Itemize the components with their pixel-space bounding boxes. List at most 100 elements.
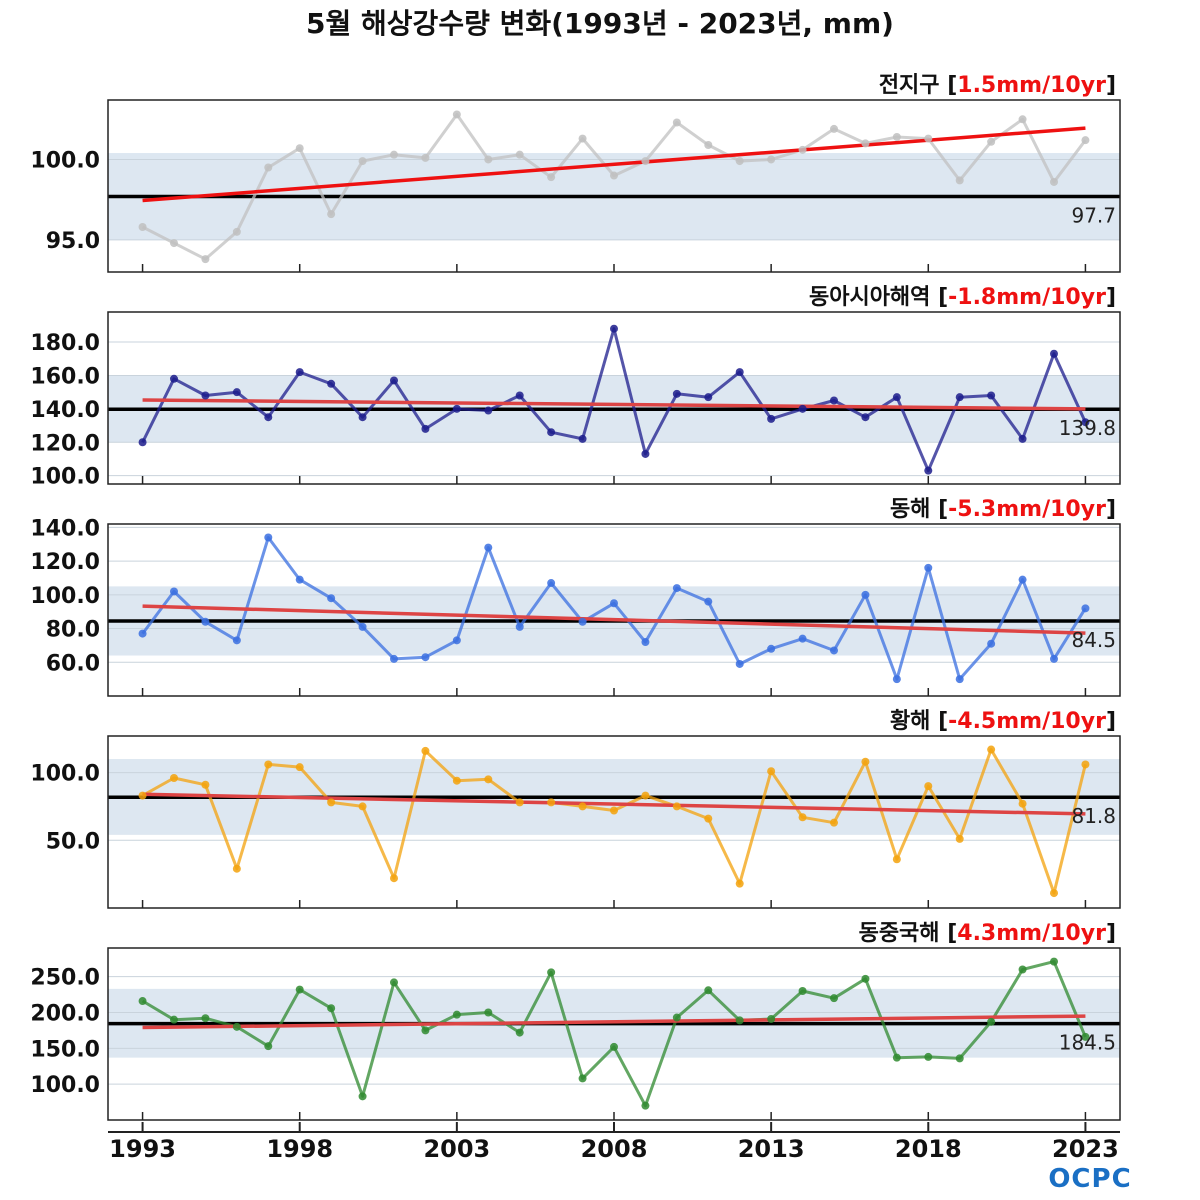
data-point bbox=[201, 780, 210, 789]
data-point bbox=[641, 449, 650, 458]
data-point bbox=[327, 1004, 336, 1013]
x-tick-label: 2023 bbox=[1052, 1135, 1119, 1163]
data-point bbox=[610, 599, 618, 608]
data-point bbox=[610, 806, 618, 815]
data-point bbox=[987, 137, 996, 146]
data-point bbox=[767, 414, 776, 423]
trend-value: -4.5mm/10yr bbox=[948, 709, 1106, 734]
data-point bbox=[578, 1074, 587, 1083]
panel-4: 100.0 150.0 200.0 250.0 184.5 동중국해 [4.3mm/10y… bbox=[30, 921, 1121, 1121]
data-point bbox=[767, 1014, 776, 1023]
data-point bbox=[798, 634, 807, 643]
data-point bbox=[955, 393, 964, 402]
data-point bbox=[735, 157, 744, 166]
data-point bbox=[704, 986, 713, 995]
data-point bbox=[861, 139, 870, 148]
bracket-open: [ bbox=[940, 921, 958, 946]
bracket-open: [ bbox=[940, 73, 958, 98]
x-tick-label: 2003 bbox=[423, 1135, 490, 1163]
x-tick-label: 1993 bbox=[109, 1135, 176, 1163]
data-point bbox=[264, 760, 273, 769]
data-point bbox=[672, 1013, 681, 1022]
data-point bbox=[955, 834, 964, 843]
data-point bbox=[358, 413, 367, 422]
data-point bbox=[861, 974, 870, 983]
data-point bbox=[547, 173, 556, 182]
data-point bbox=[264, 533, 273, 542]
data-point bbox=[1081, 418, 1090, 427]
data-point bbox=[610, 324, 618, 333]
data-point bbox=[892, 393, 901, 402]
data-point bbox=[924, 782, 933, 791]
trend-value: 4.3mm/10yr bbox=[957, 921, 1106, 946]
data-point bbox=[767, 644, 776, 653]
data-point bbox=[1018, 115, 1027, 124]
data-point bbox=[672, 389, 681, 398]
data-point bbox=[798, 145, 807, 154]
data-point bbox=[892, 132, 901, 141]
data-point bbox=[924, 1052, 933, 1061]
data-point bbox=[358, 802, 367, 811]
mean-value-label: 97.7 bbox=[1071, 203, 1116, 227]
x-tick-label: 2018 bbox=[895, 1135, 962, 1163]
trend-line bbox=[142, 792, 1086, 816]
mean-value-label: 84.5 bbox=[1071, 628, 1116, 652]
data-point bbox=[610, 171, 618, 180]
data-point bbox=[452, 636, 461, 645]
data-point bbox=[264, 413, 273, 422]
data-point bbox=[1050, 177, 1058, 186]
data-point bbox=[578, 617, 587, 626]
y-tick-label: 140.0 bbox=[30, 516, 100, 541]
data-point bbox=[170, 374, 178, 383]
y-tick-label: 120.0 bbox=[30, 431, 100, 456]
y-tick-label: 60.0 bbox=[46, 651, 100, 676]
data-point bbox=[767, 767, 776, 776]
data-point bbox=[892, 675, 901, 684]
panel-0: 95.0 100.0 97.7 전지구 [1.5mm/10yr] bbox=[30, 73, 1121, 273]
bracket-close: ] bbox=[1106, 73, 1116, 98]
data-point bbox=[704, 597, 713, 606]
data-point bbox=[1081, 760, 1090, 769]
data-point bbox=[1050, 654, 1058, 663]
data-point bbox=[955, 1054, 964, 1063]
x-tick-label: 2008 bbox=[581, 1135, 648, 1163]
data-point bbox=[201, 391, 210, 400]
panel-2: 60.0 80.0 100.0 120.0 140.0 84.5 동해 [-5.3mm/10… bbox=[30, 497, 1121, 697]
y-tick-label: 150.0 bbox=[30, 1037, 100, 1062]
data-point bbox=[484, 155, 493, 164]
data-point bbox=[1018, 965, 1027, 974]
y-tick-label: 140.0 bbox=[30, 398, 100, 423]
data-point bbox=[452, 776, 461, 785]
data-point bbox=[295, 985, 304, 994]
data-point bbox=[798, 987, 807, 995]
data-point bbox=[452, 110, 461, 119]
data-point bbox=[484, 543, 493, 552]
data-point bbox=[955, 176, 964, 185]
trend-value: -1.8mm/10yr bbox=[948, 285, 1106, 310]
data-point bbox=[892, 1053, 901, 1062]
data-point bbox=[1081, 136, 1090, 145]
data-point bbox=[987, 639, 996, 648]
y-tick-label: 95.0 bbox=[46, 229, 100, 254]
data-point bbox=[327, 594, 336, 603]
data-point bbox=[421, 746, 430, 755]
data-point bbox=[515, 798, 524, 807]
bracket-close: ] bbox=[1106, 497, 1116, 522]
data-point bbox=[830, 124, 838, 133]
data-point bbox=[232, 636, 241, 645]
data-point bbox=[924, 466, 933, 475]
x-tick-label: 1998 bbox=[266, 1135, 333, 1163]
data-point bbox=[390, 654, 398, 663]
data-point bbox=[421, 153, 430, 162]
data-point bbox=[704, 141, 713, 150]
trend-line bbox=[142, 604, 1086, 635]
data-point bbox=[295, 763, 304, 772]
mean-value-label: 81.8 bbox=[1071, 804, 1116, 828]
data-point bbox=[1018, 799, 1027, 808]
y-tick-label: 180.0 bbox=[30, 331, 100, 356]
data-point bbox=[515, 1028, 524, 1037]
panel-1: 100.0 120.0 140.0 160.0 180.0 139.8 동아시아해역 [-1… bbox=[30, 285, 1121, 490]
data-point bbox=[641, 1101, 650, 1110]
data-point bbox=[1081, 1032, 1090, 1041]
